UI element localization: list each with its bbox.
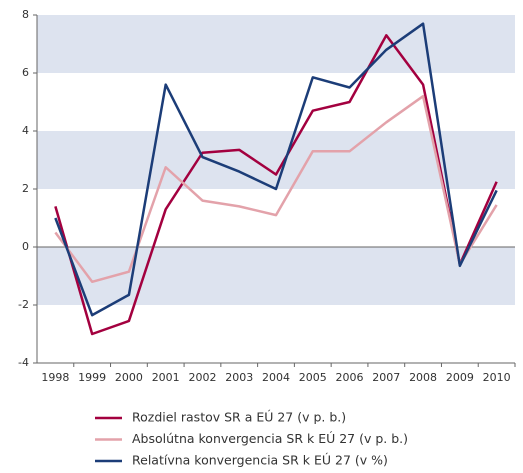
legend-label: Rozdiel rastov SR a EÚ 27 (v p. b.) [132,410,346,425]
x-tick-label: 2008 [409,371,437,384]
x-tick-label: 2006 [336,371,364,384]
x-tick-label: 2009 [446,371,474,384]
y-tick-label: -4 [18,356,29,369]
legend-label: Relatívna konvergencia SR k EÚ 27 (v %) [132,453,388,468]
y-tick-label: 2 [22,182,29,195]
x-tick-label: 1998 [41,371,69,384]
grid-band [37,15,515,73]
x-tick-label: 2005 [299,371,327,384]
series-line [54,34,498,336]
x-tick-label: 2003 [225,371,253,384]
x-tick-label: 2010 [483,371,511,384]
x-tick-label: 2007 [372,371,400,384]
x-tick-label: 1999 [78,371,106,384]
x-tick-label: 2002 [188,371,216,384]
x-tick-label: 2001 [152,371,180,384]
x-tick-label: 2004 [262,371,290,384]
y-tick-label: 0 [22,240,29,253]
y-tick-label: 6 [22,66,29,79]
y-tick-label: 8 [22,8,29,21]
y-tick-label: -2 [18,298,29,311]
legend-label: Absolútna konvergencia SR k EÚ 27 (v p. … [132,431,408,446]
series-line [54,94,498,284]
y-tick-label: 4 [22,124,29,137]
x-tick-label: 2000 [115,371,143,384]
series-line [54,22,498,317]
